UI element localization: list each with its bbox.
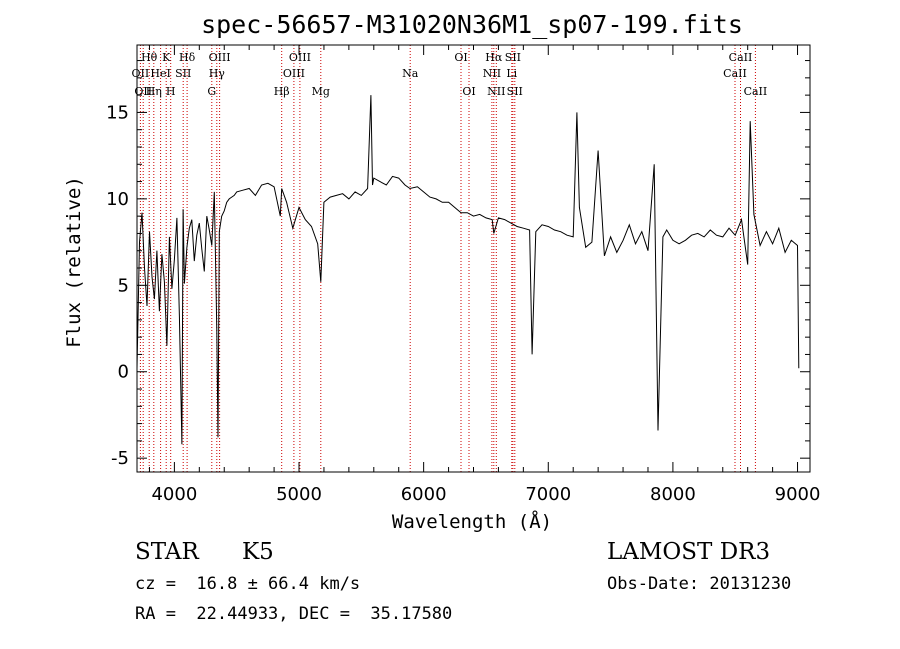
- line-label-12: Hβ: [274, 85, 290, 98]
- x-tick-label-1: 5000: [276, 484, 322, 505]
- spectral-line-markers: [139, 45, 756, 472]
- line-label-13: OIII: [283, 67, 305, 80]
- x-tick-label-2: 6000: [401, 484, 447, 505]
- object-class: STAR: [135, 539, 199, 565]
- redshift-value: cz = 16.8 ± 66.4 km/s: [135, 574, 360, 594]
- line-label-0: OII: [132, 67, 150, 80]
- line-label-7: SII: [175, 67, 191, 80]
- x-tick-label-4: 8000: [650, 484, 696, 505]
- line-label-24: SII: [507, 85, 523, 98]
- x-tick-label-0: 4000: [151, 484, 197, 505]
- plot-frame: [136, 44, 811, 473]
- y-axis-label: Flux (relative): [63, 176, 85, 348]
- line-label-19: NII: [483, 67, 501, 80]
- y-tick-label-4: 15: [106, 102, 129, 123]
- survey-name: LAMOST DR3: [607, 539, 770, 565]
- line-label-17: OI: [454, 51, 467, 64]
- y-tick-label-3: 10: [106, 189, 129, 210]
- line-label-20: Hα: [485, 51, 503, 64]
- line-label-27: CaII: [744, 85, 768, 98]
- y-tick-label-1: 0: [118, 362, 129, 383]
- line-label-14: OIII: [289, 51, 311, 64]
- spectrum-series-line: [136, 95, 800, 445]
- line-label-16: Na: [402, 67, 419, 80]
- line-label-3: Hη: [146, 85, 162, 98]
- line-label-25: CaII: [723, 67, 747, 80]
- line-label-10: Hγ: [209, 67, 226, 80]
- line-label-23: SII: [505, 51, 521, 64]
- x-axis-ticks: 4000 5000 6000 7000 8000 9000: [148, 45, 821, 505]
- coordinates: RA = 22.44933, DEC = 35.17580: [135, 604, 452, 624]
- x-tick-label-5: 9000: [775, 484, 821, 505]
- obs-date: Obs-Date: 20131230: [607, 574, 791, 594]
- line-label-18: OI: [462, 85, 475, 98]
- line-label-5: K: [162, 51, 171, 64]
- line-label-21: NII: [487, 85, 505, 98]
- spectral-line-labels: OIIOIIHθHηHeIKHSIIHδGHγOIIIHβOIIIOIIIMgN…: [132, 51, 768, 98]
- line-label-9: G: [207, 85, 216, 98]
- x-axis-label: Wavelength (Å): [392, 510, 552, 533]
- line-label-2: Hθ: [141, 51, 158, 64]
- line-label-26: CaII: [729, 51, 753, 64]
- y-tick-label-2: 5: [118, 275, 129, 296]
- object-subclass: K5: [242, 539, 274, 565]
- x-tick-label-3: 7000: [525, 484, 571, 505]
- line-label-8: Hδ: [179, 51, 196, 64]
- chart-title: spec-56657-M31020N36M1_sp07-199.fits: [201, 10, 743, 39]
- line-label-22: Li: [506, 67, 517, 80]
- line-label-6: H: [166, 85, 176, 98]
- y-tick-label-0: -5: [111, 448, 129, 469]
- y-axis-ticks: -5 0 5 10 15: [106, 60, 810, 469]
- line-label-11: OIII: [209, 51, 231, 64]
- line-label-4: HeI: [150, 67, 170, 80]
- line-label-15: Mg: [312, 85, 330, 98]
